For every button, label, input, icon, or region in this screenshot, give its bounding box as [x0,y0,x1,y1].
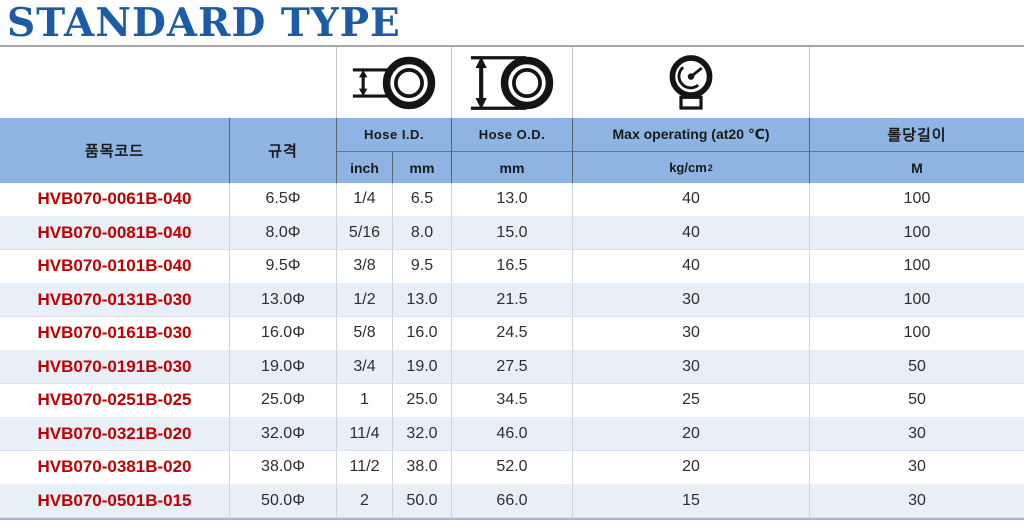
subheader-roll-unit: M [810,152,1024,183]
page-title: STANDARD TYPE [7,0,401,46]
id-inch-cell: 2 [337,484,393,518]
roll-length-cell: 100 [810,283,1024,317]
spec-cell: 9.5Φ [230,250,337,284]
max-pressure-cell: 30 [573,350,810,384]
icon-row-spacer-left [0,47,337,118]
header-hose-od: Hose O.D. [452,118,573,152]
od-mm-cell: 34.5 [452,384,573,418]
item-code-cell: HVB070-0191B-030 [0,350,230,384]
id-mm-cell: 9.5 [393,250,452,284]
max-pressure-cell: 40 [573,216,810,250]
pressure-unit-text: kg/cm [669,160,707,175]
subheader-od-mm: mm [452,152,573,183]
max-pressure-cell: 30 [573,317,810,351]
od-mm-cell: 46.0 [452,417,573,451]
header-roll-length: 롤당길이 [810,118,1024,152]
roll-length-cell: 50 [810,384,1024,418]
id-mm-cell: 16.0 [393,317,452,351]
id-inch-cell: 11/2 [337,451,393,485]
roll-length-cell: 50 [810,350,1024,384]
roll-length-cell: 100 [810,250,1024,284]
roll-length-cell: 30 [810,451,1024,485]
item-code-cell: HVB070-0251B-025 [0,384,230,418]
od-mm-cell: 52.0 [452,451,573,485]
id-inch-cell: 3/8 [337,250,393,284]
spec-cell: 16.0Φ [230,317,337,351]
header-item-code: 품목코드 [0,118,230,183]
spec-cell: 50.0Φ [230,484,337,518]
roll-length-cell: 30 [810,417,1024,451]
subheader-inch: inch [337,152,393,183]
item-code-cell: HVB070-0161B-030 [0,317,230,351]
id-inch-cell: 1/2 [337,283,393,317]
id-inch-cell: 11/4 [337,417,393,451]
spec-cell: 19.0Φ [230,350,337,384]
spec-cell: 13.0Φ [230,283,337,317]
roll-length-cell: 100 [810,183,1024,217]
spec-table: 품목코드 규격 Hose I.D. Hose O.D. Max operatin… [0,47,1024,520]
id-mm-cell: 13.0 [393,283,452,317]
id-inch-cell: 1/4 [337,183,393,217]
max-pressure-cell: 30 [573,283,810,317]
id-mm-cell: 19.0 [393,350,452,384]
spec-cell: 32.0Φ [230,417,337,451]
id-inch-cell: 5/8 [337,317,393,351]
icon-row-spacer-right [810,47,1024,118]
roll-length-cell: 100 [810,216,1024,250]
od-mm-cell: 21.5 [452,283,573,317]
item-code-cell: HVB070-0131B-030 [0,283,230,317]
item-code-cell: HVB070-0321B-020 [0,417,230,451]
hose-od-icon [452,47,573,118]
spec-cell: 6.5Φ [230,183,337,217]
od-mm-cell: 24.5 [452,317,573,351]
max-pressure-cell: 40 [573,183,810,217]
id-inch-cell: 5/16 [337,216,393,250]
od-mm-cell: 15.0 [452,216,573,250]
od-mm-cell: 16.5 [452,250,573,284]
roll-length-cell: 30 [810,484,1024,518]
max-pressure-cell: 20 [573,417,810,451]
max-pressure-cell: 20 [573,451,810,485]
id-mm-cell: 32.0 [393,417,452,451]
item-code-cell: HVB070-0501B-015 [0,484,230,518]
max-pressure-cell: 25 [573,384,810,418]
hose-id-icon [337,47,452,118]
item-code-cell: HVB070-0081B-040 [0,216,230,250]
header-spec: 규격 [230,118,337,183]
max-pressure-cell: 15 [573,484,810,518]
title-bar: STANDARD TYPE [0,0,1024,47]
id-inch-cell: 3/4 [337,350,393,384]
id-mm-cell: 38.0 [393,451,452,485]
subheader-id-mm: mm [393,152,452,183]
item-code-cell: HVB070-0101B-040 [0,250,230,284]
spec-cell: 38.0Φ [230,451,337,485]
od-mm-cell: 66.0 [452,484,573,518]
header-max-operating: Max operating (at20 ℃) [573,118,810,152]
od-mm-cell: 13.0 [452,183,573,217]
subheader-pressure-unit: kg/cm 2 [573,152,810,183]
item-code-cell: HVB070-0061B-040 [0,183,230,217]
id-mm-cell: 8.0 [393,216,452,250]
spec-cell: 8.0Φ [230,216,337,250]
header-hose-id: Hose I.D. [337,118,452,152]
od-mm-cell: 27.5 [452,350,573,384]
id-mm-cell: 25.0 [393,384,452,418]
id-mm-cell: 6.5 [393,183,452,217]
roll-length-cell: 100 [810,317,1024,351]
max-pressure-cell: 40 [573,250,810,284]
spec-cell: 25.0Φ [230,384,337,418]
id-inch-cell: 1 [337,384,393,418]
id-mm-cell: 50.0 [393,484,452,518]
pressure-gauge-icon [573,47,810,118]
item-code-cell: HVB070-0381B-020 [0,451,230,485]
